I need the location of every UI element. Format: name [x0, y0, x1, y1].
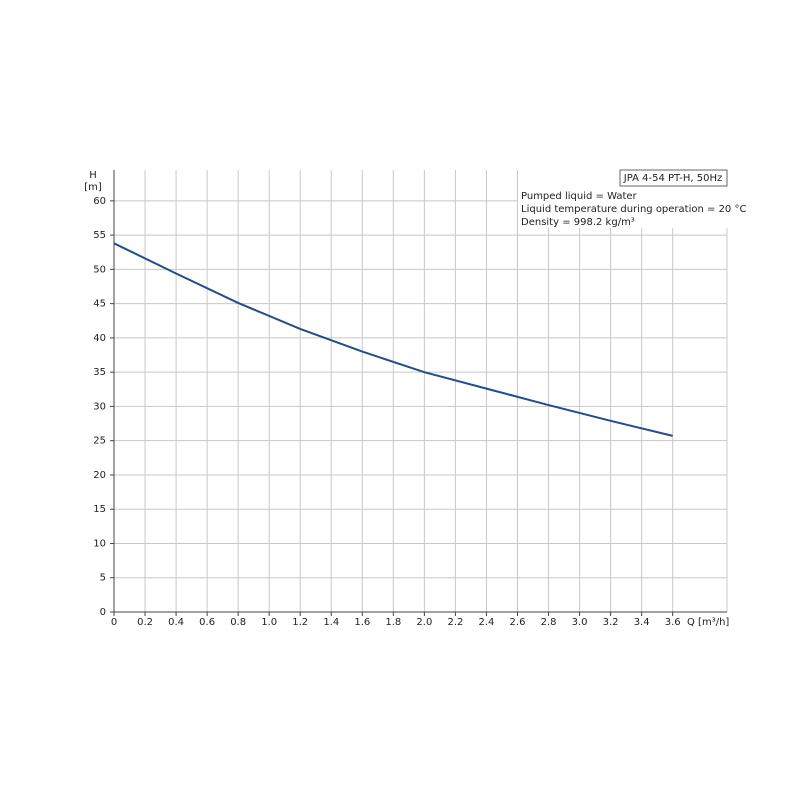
- y-tick-label: 45: [93, 299, 106, 310]
- x-tick-label: 0.8: [230, 617, 246, 628]
- x-tick-label: 3.2: [603, 617, 619, 628]
- x-tick-label: 1.6: [354, 617, 370, 628]
- x-tick-label: 2.6: [510, 617, 526, 628]
- curve: [113, 242, 673, 437]
- x-tick-label: 1.4: [323, 617, 339, 628]
- x-tick-label: 1.2: [292, 617, 308, 628]
- x-tick-label: 1.8: [385, 617, 401, 628]
- y-axis-unit: [m]: [84, 182, 102, 193]
- info-line: Pumped liquid = Water: [521, 191, 638, 202]
- y-tick-label: 15: [93, 504, 106, 515]
- x-tick-label: 2.4: [479, 617, 495, 628]
- x-tick-label: 3.0: [572, 617, 588, 628]
- x-tick-label: 0: [111, 617, 117, 628]
- y-tick-label: 55: [93, 230, 106, 241]
- y-axis-label: H: [89, 170, 97, 181]
- x-tick-label: 3.4: [634, 617, 650, 628]
- info-line: Liquid temperature during operation = 20…: [521, 204, 746, 215]
- y-tick-label: 35: [93, 367, 106, 378]
- y-tick-label: 0: [100, 607, 106, 618]
- y-tick-label: 30: [93, 401, 106, 412]
- y-tick-label: 20: [93, 470, 106, 481]
- x-tick-label: 2.8: [541, 617, 557, 628]
- x-tick-label: 3.6: [665, 617, 681, 628]
- chart-title: JPA 4-54 PT-H, 50Hz: [623, 173, 722, 184]
- y-tick-label: 50: [93, 264, 106, 275]
- x-tick-label: 2.2: [447, 617, 463, 628]
- x-tick-label: 1.0: [261, 617, 277, 628]
- x-tick-label: 2.0: [416, 617, 432, 628]
- y-tick-label: 40: [93, 333, 106, 344]
- x-axis-label: Q [m³/h]: [687, 617, 729, 628]
- x-tick-label: 0.2: [137, 617, 153, 628]
- y-tick-label: 5: [100, 573, 106, 584]
- y-tick-label: 10: [93, 538, 106, 549]
- x-tick-label: 0.4: [168, 617, 184, 628]
- y-tick-label: 25: [93, 436, 106, 447]
- title-box: [619, 169, 728, 187]
- y-tick-label: 60: [93, 196, 106, 207]
- x-tick-label: 0.6: [199, 617, 215, 628]
- info-line: Density = 998.2 kg/m³: [521, 217, 635, 228]
